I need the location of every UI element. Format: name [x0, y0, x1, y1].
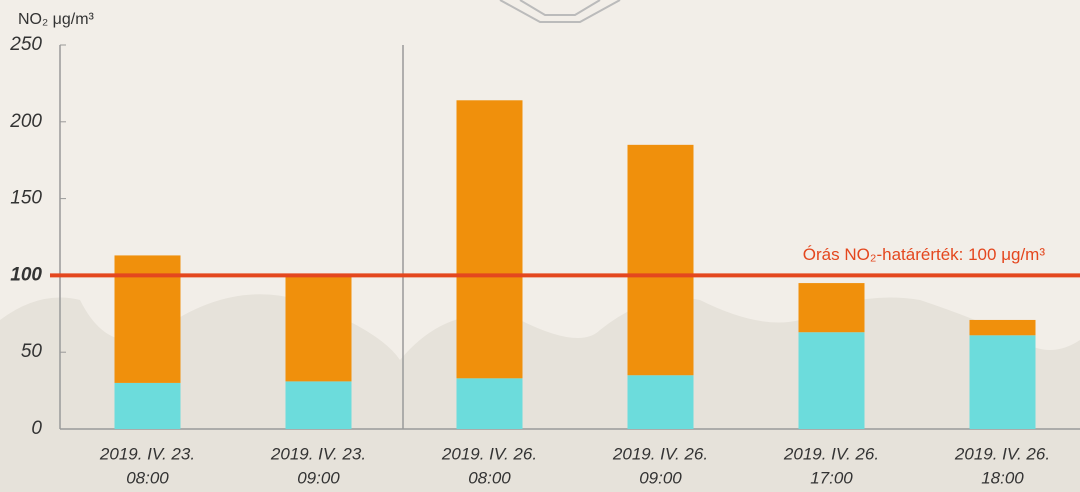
bar-segment — [970, 335, 1036, 429]
x-tick-label: 2019. IV. 26. — [954, 444, 1050, 463]
x-tick-label: 17:00 — [810, 468, 853, 487]
x-tick-label: 09:00 — [297, 468, 340, 487]
bar-segment — [628, 375, 694, 429]
bar-segment — [970, 320, 1036, 335]
bar-segment — [286, 381, 352, 429]
x-tick-label: 09:00 — [639, 468, 682, 487]
y-tick-label: 50 — [21, 341, 43, 362]
x-tick-label: 2019. IV. 26. — [612, 444, 708, 463]
bar-segment — [457, 378, 523, 429]
x-tick-label: 2019. IV. 23. — [99, 444, 195, 463]
x-tick-label: 2019. IV. 26. — [783, 444, 879, 463]
bar-segment — [628, 145, 694, 375]
chart: NO₂ μg/m³ 0 50 100 150 200 250 2019. IV. 23. 08… — [0, 0, 1080, 492]
y-tick-label: 100 — [10, 264, 42, 285]
y-tick-label: 200 — [9, 111, 42, 132]
bar-segment — [457, 100, 523, 378]
bar-segment — [799, 283, 865, 332]
top-icon — [500, 0, 620, 22]
y-tick-label: 0 — [31, 418, 42, 439]
x-tick-label: 2019. IV. 23. — [270, 444, 366, 463]
threshold-label: Órás NO₂-határérték: 100 μg/m³ — [803, 245, 1046, 264]
bar-segment — [115, 383, 181, 429]
x-tick-label: 08:00 — [468, 468, 511, 487]
y-tick-label: 150 — [10, 188, 42, 209]
bar-segment — [799, 332, 865, 429]
y-tick-label: 250 — [9, 34, 42, 55]
x-tick-label: 08:00 — [126, 468, 169, 487]
y-axis-label: NO₂ μg/m³ — [18, 11, 95, 28]
bar-segment — [286, 275, 352, 381]
x-tick-label: 18:00 — [981, 468, 1024, 487]
x-tick-label: 2019. IV. 26. — [441, 444, 537, 463]
